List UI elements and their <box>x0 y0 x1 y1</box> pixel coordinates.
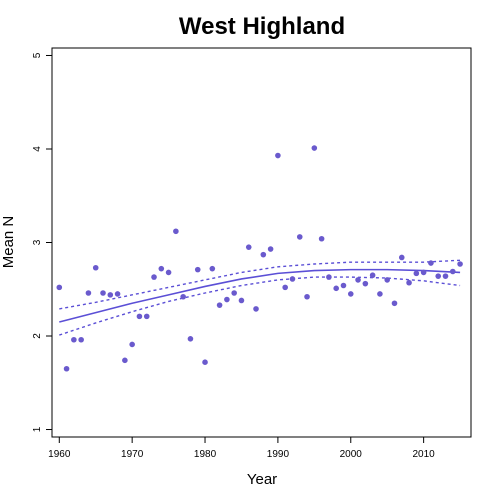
x-tick-label: 2000 <box>340 449 363 460</box>
y-tick-label: 1 <box>32 426 43 432</box>
data-point <box>253 306 259 312</box>
data-point <box>457 261 463 267</box>
data-point <box>362 280 369 287</box>
plot-frame <box>51 47 472 438</box>
data-point <box>56 284 63 291</box>
data-point <box>260 251 267 258</box>
data-point <box>202 359 208 365</box>
data-point <box>289 276 296 282</box>
x-tick-label: 1970 <box>121 449 144 460</box>
x-axis-label: Year <box>247 471 277 488</box>
data-point <box>384 277 391 283</box>
data-point <box>107 292 114 298</box>
data-point <box>340 282 347 289</box>
data-point <box>92 264 99 271</box>
data-point <box>136 313 143 320</box>
data-point <box>369 272 376 279</box>
data-point <box>449 268 456 275</box>
data-point <box>377 291 383 297</box>
data-point <box>231 290 237 296</box>
x-tick-label: 1990 <box>267 449 290 460</box>
data-point <box>347 291 354 297</box>
data-point <box>209 265 216 272</box>
data-point <box>435 273 442 279</box>
data-point <box>114 291 121 297</box>
y-axis-ticks: 1 2 3 4 5 <box>32 52 52 432</box>
y-tick-label: 4 <box>32 146 43 152</box>
fit-line <box>59 268 461 323</box>
data-point <box>318 235 325 242</box>
data-point <box>267 246 274 252</box>
data-point <box>355 277 361 283</box>
fit-lines <box>59 259 461 336</box>
data-point <box>63 365 70 372</box>
chart-title: West Highland <box>179 13 345 40</box>
y-tick-label: 5 <box>32 52 43 58</box>
data-point <box>442 273 449 279</box>
data-point <box>100 290 106 296</box>
upper-confidence-line <box>59 259 461 310</box>
data-point <box>428 260 434 266</box>
data-point <box>326 274 332 280</box>
data-point <box>224 296 230 303</box>
data-point <box>122 357 128 364</box>
data-point <box>151 274 157 280</box>
x-axis-ticks: 1960 1970 1980 1990 2000 2010 <box>48 437 435 460</box>
data-point <box>165 269 172 276</box>
data-point <box>420 269 427 276</box>
data-point <box>311 145 318 151</box>
x-tick-label: 1960 <box>48 449 71 460</box>
data-point <box>85 290 92 296</box>
data-point <box>282 284 288 291</box>
data-point <box>71 336 77 343</box>
data-point <box>158 265 165 272</box>
data-point <box>275 152 281 159</box>
data-point <box>296 234 303 240</box>
data-point <box>406 279 412 286</box>
data-point <box>173 228 179 235</box>
data-point <box>143 313 150 320</box>
data-point <box>187 336 194 342</box>
data-point <box>413 270 420 277</box>
data-point <box>180 293 186 300</box>
x-tick-label: 1980 <box>194 449 217 460</box>
x-tick-label: 2010 <box>413 449 436 460</box>
data-point <box>398 254 405 261</box>
data-point <box>238 297 245 304</box>
y-axis-label: Mean N <box>0 216 17 269</box>
data-point <box>216 302 223 308</box>
data-point <box>333 285 339 292</box>
data-point <box>194 266 201 273</box>
y-tick-label: 2 <box>32 333 43 339</box>
data-point <box>245 244 252 250</box>
data-point <box>391 300 398 307</box>
y-tick-label: 3 <box>32 239 43 245</box>
data-point <box>129 341 135 348</box>
data-point <box>304 293 310 300</box>
data-points <box>56 145 463 372</box>
data-point <box>78 336 84 343</box>
